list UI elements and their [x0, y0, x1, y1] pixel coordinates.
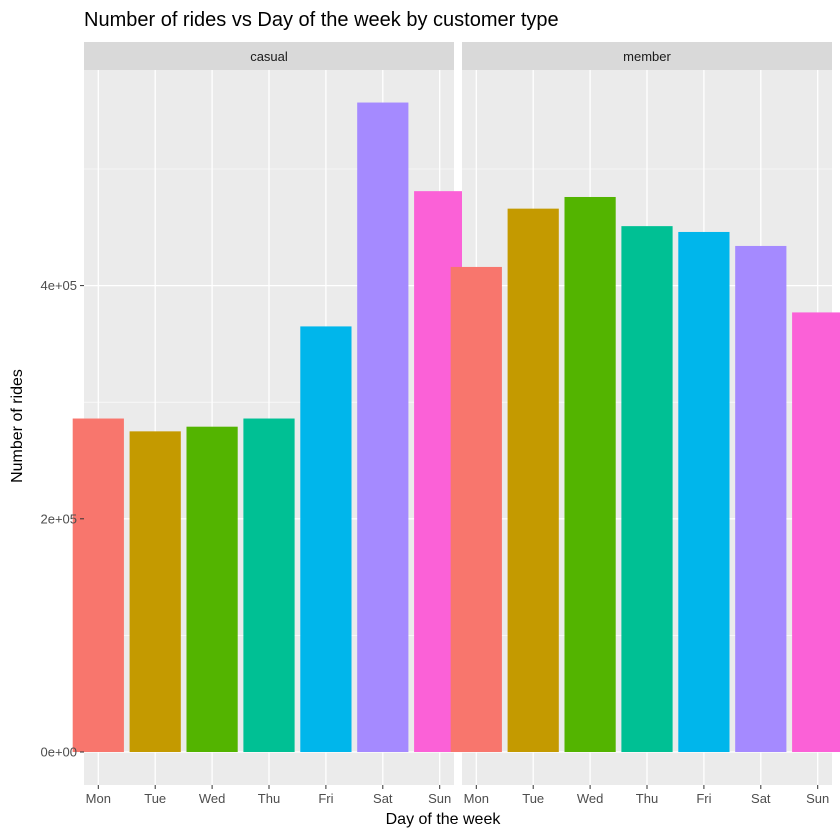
x-tick-label: Sun [428, 791, 451, 806]
y-tick-label: 4e+05 [40, 278, 77, 293]
x-tick-label: Tue [144, 791, 166, 806]
facet-strip [84, 42, 454, 70]
chart-title: Number of rides vs Day of the week by cu… [84, 9, 559, 31]
x-tick-label: Wed [577, 791, 604, 806]
x-tick-label: Thu [636, 791, 658, 806]
facet-strip-label: member [623, 49, 671, 64]
bar-member-thu [621, 226, 673, 752]
x-tick-label: Fri [318, 791, 333, 806]
bar-casual-sat [357, 102, 409, 752]
bar-member-tue [507, 208, 559, 753]
x-tick-label: Sat [751, 791, 771, 806]
chart-panels: casual Mon Tue Wed Thu Fri Sat Sun member Mon Tue W… [72, 42, 840, 806]
x-tick-label: Mon [464, 791, 489, 806]
bar-member-sun [792, 312, 840, 752]
facet-strip [462, 42, 832, 70]
x-tick-label: Sat [373, 791, 393, 806]
bar-member-sat [735, 245, 787, 752]
bar-casual-wed [186, 426, 238, 752]
x-tick-label: Tue [522, 791, 544, 806]
panel-casual: casual Mon Tue Wed Thu Fri Sat Sun [72, 42, 466, 806]
x-tick-label: Sun [806, 791, 829, 806]
x-axis-title: Day of the week [386, 811, 502, 828]
x-tick-label: Mon [86, 791, 111, 806]
x-tick-label: Fri [696, 791, 711, 806]
y-axis-title: Number of rides [9, 369, 26, 483]
bar-member-wed [564, 196, 616, 752]
panel-member: member Mon Tue Wed Thu Fri Sat Sun [450, 42, 840, 806]
bar-casual-fri [300, 326, 352, 752]
bar-casual-mon [72, 418, 124, 752]
y-tick-label: 0e+00 [40, 745, 77, 760]
bar-member-mon [450, 266, 502, 752]
y-tick-label: 2e+05 [40, 511, 77, 526]
bar-casual-thu [243, 418, 295, 752]
bar-casual-tue [129, 431, 181, 752]
x-tick-label: Thu [258, 791, 280, 806]
bar-member-fri [678, 231, 730, 753]
y-axis: 0e+00 2e+05 4e+05 [40, 278, 84, 760]
x-tick-label: Wed [199, 791, 226, 806]
facet-strip-label: casual [250, 49, 288, 64]
